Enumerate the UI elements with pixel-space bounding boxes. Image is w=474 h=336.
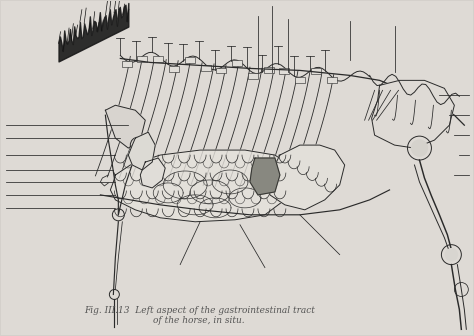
Bar: [137, 56, 147, 62]
Polygon shape: [372, 80, 455, 148]
Circle shape: [446, 249, 457, 261]
Polygon shape: [250, 158, 280, 195]
Bar: [264, 67, 273, 73]
Polygon shape: [140, 158, 165, 188]
Bar: [280, 68, 290, 74]
Bar: [327, 77, 337, 83]
Bar: [248, 73, 258, 79]
Bar: [295, 77, 305, 83]
Bar: [169, 66, 179, 72]
Circle shape: [411, 140, 428, 156]
Polygon shape: [105, 105, 145, 148]
Bar: [185, 57, 195, 62]
Bar: [122, 61, 132, 67]
Bar: [232, 60, 242, 66]
Text: Fig. III.13  Left aspect of the gastrointestinal tract: Fig. III.13 Left aspect of the gastroint…: [84, 306, 315, 315]
Bar: [311, 68, 321, 74]
Bar: [216, 68, 226, 74]
Bar: [153, 55, 163, 61]
Polygon shape: [110, 150, 295, 222]
Bar: [201, 65, 210, 71]
Polygon shape: [128, 132, 155, 170]
Polygon shape: [268, 145, 345, 210]
Text: of the horse, in situ.: of the horse, in situ.: [154, 316, 245, 325]
